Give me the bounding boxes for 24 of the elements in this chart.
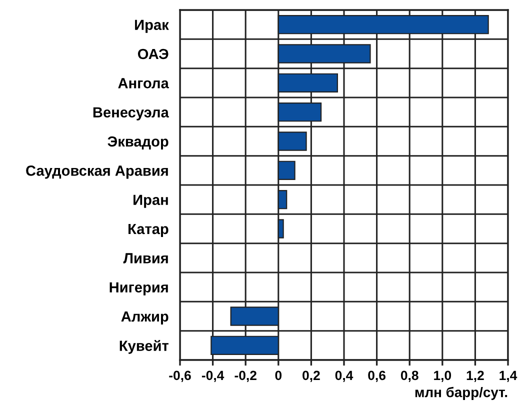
y-tick-label: ОАЭ xyxy=(138,48,168,60)
x-tick-label: 0,6 xyxy=(368,370,386,382)
x-tick-label: -0,2 xyxy=(234,370,256,382)
y-tick-label: Саудовская Аравия xyxy=(26,166,168,179)
x-tick-label: 1,0 xyxy=(434,370,452,382)
y-tick-label: Ливия xyxy=(123,253,168,264)
y-tick-label: Ангола xyxy=(118,78,169,88)
y-tick-label: Алжир xyxy=(121,312,168,325)
x-tick-label: 1,4 xyxy=(500,370,518,382)
x-tick-label: 0,8 xyxy=(400,370,418,382)
x-axis-title: млн барр/сут. xyxy=(415,386,508,400)
y-tick-label: Кувейт xyxy=(120,340,168,354)
x-tick-label: -0,4 xyxy=(202,370,224,382)
x-tick-label: 0 xyxy=(275,370,282,380)
x-tick-label: 0,4 xyxy=(335,370,354,382)
y-tick-label: Нигерия xyxy=(110,282,168,296)
x-tick-label: -0,6 xyxy=(169,370,191,382)
x-tick-label: 1,2 xyxy=(466,370,484,382)
y-tick-label: Ирак xyxy=(135,20,169,33)
y-tick-label: Иран xyxy=(134,194,168,208)
y-tick-label: Эквадор xyxy=(108,136,168,150)
x-tick-label: 0,2 xyxy=(302,370,320,382)
y-tick-label: Венесуэла xyxy=(93,107,169,120)
y-tick-label: Катар xyxy=(128,224,168,238)
